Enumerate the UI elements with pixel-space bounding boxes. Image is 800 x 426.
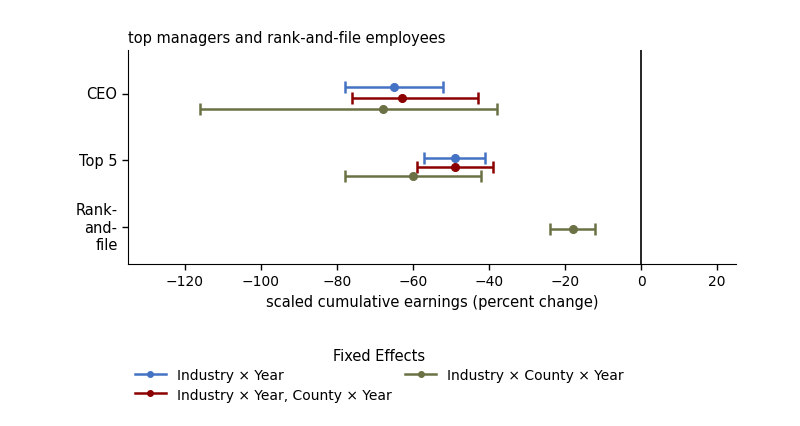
X-axis label: scaled cumulative earnings (percent change): scaled cumulative earnings (percent chan… — [266, 294, 598, 309]
Legend: Industry × Year, Industry × Year, County × Year, Industry × County × Year: Industry × Year, Industry × Year, County… — [135, 348, 623, 402]
Text: top managers and rank-and-file employees: top managers and rank-and-file employees — [128, 31, 446, 46]
